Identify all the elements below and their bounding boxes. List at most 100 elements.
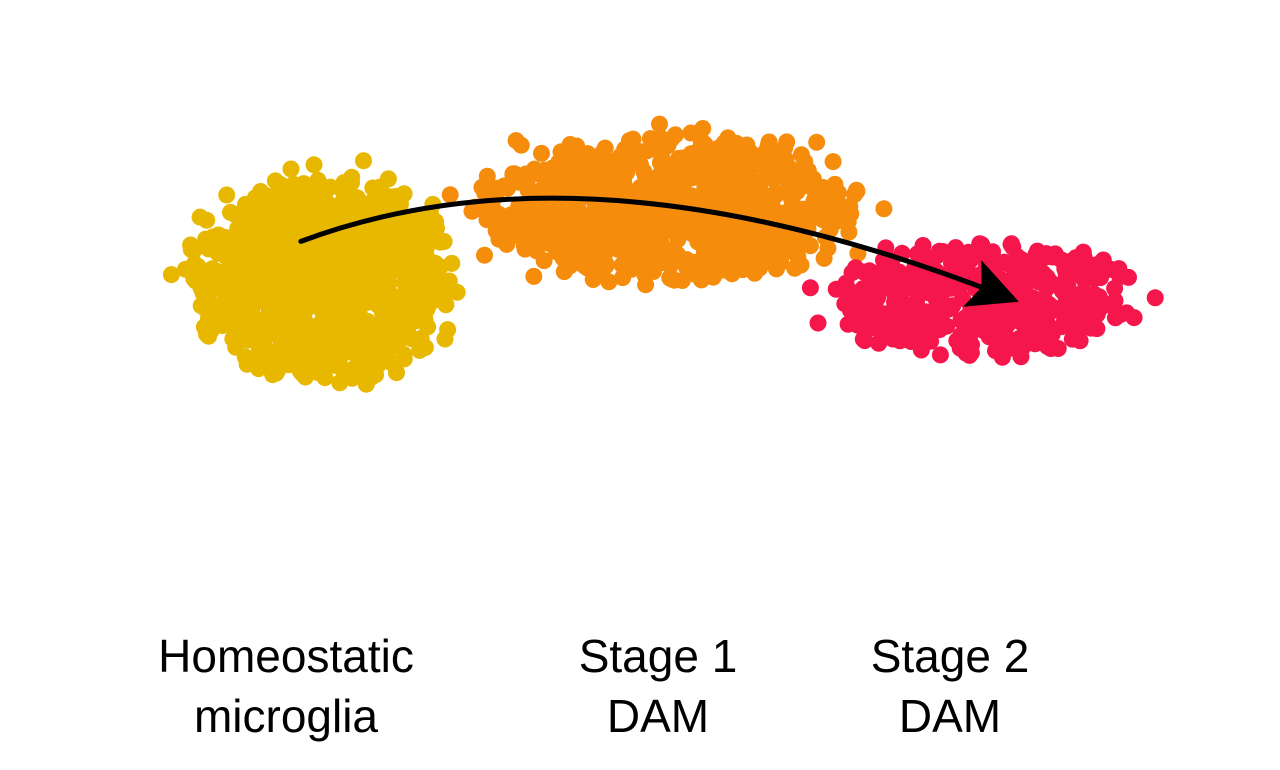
data-point — [251, 337, 269, 355]
data-point — [230, 242, 248, 260]
data-point — [875, 200, 893, 218]
data-point — [616, 146, 634, 164]
data-point — [343, 327, 361, 345]
data-point — [763, 187, 781, 205]
data-point — [284, 284, 302, 301]
data-point — [620, 132, 638, 150]
data-point — [305, 266, 323, 284]
data-point — [416, 311, 434, 328]
data-point — [749, 201, 767, 219]
data-point — [349, 239, 367, 257]
data-point — [218, 186, 236, 204]
data-point — [1094, 251, 1112, 269]
data-point — [908, 292, 925, 310]
data-point — [805, 193, 823, 211]
data-point — [1120, 268, 1137, 286]
data-point — [376, 198, 394, 216]
data-point — [298, 180, 316, 198]
data-point — [1090, 299, 1108, 317]
data-point — [584, 271, 602, 288]
data-point — [733, 175, 751, 193]
data-point — [256, 186, 274, 204]
data-point — [437, 296, 455, 314]
data-point — [705, 175, 723, 192]
data-point — [224, 330, 242, 348]
data-point — [411, 341, 429, 359]
data-point — [592, 198, 610, 216]
data-point — [752, 249, 770, 267]
data-point — [253, 261, 271, 279]
data-point — [713, 238, 731, 256]
data-point — [212, 280, 230, 298]
data-point — [934, 314, 952, 332]
data-point — [379, 170, 397, 188]
data-point — [636, 256, 654, 274]
label-homeostatic-line-2: microglia — [193, 690, 379, 742]
data-point — [435, 233, 453, 250]
data-point — [738, 251, 756, 269]
data-point — [847, 259, 865, 277]
data-point — [506, 165, 524, 183]
label-stage1-line-2: DAM — [606, 690, 710, 742]
data-point — [1030, 333, 1048, 351]
data-point — [566, 222, 584, 240]
data-point — [235, 280, 253, 298]
data-point — [423, 232, 441, 250]
data-point — [403, 272, 421, 290]
data-point — [801, 237, 819, 255]
data-point — [327, 233, 345, 251]
data-point — [808, 133, 826, 151]
data-point — [521, 210, 539, 228]
label-stage-2-dam: Stage 2 DAM — [800, 626, 1100, 746]
data-point — [608, 233, 626, 251]
data-point — [837, 283, 855, 301]
data-point — [848, 182, 866, 200]
data-point — [827, 188, 845, 206]
data-point — [258, 215, 276, 233]
data-point — [922, 306, 940, 324]
data-point — [270, 303, 288, 321]
data-point — [272, 208, 290, 226]
data-point — [677, 258, 695, 276]
data-point — [679, 155, 697, 173]
data-point — [327, 200, 344, 218]
data-point — [463, 202, 481, 220]
data-point — [383, 354, 401, 372]
data-point — [815, 249, 833, 267]
data-point — [204, 296, 222, 314]
data-point — [601, 171, 619, 189]
data-point — [840, 223, 858, 241]
data-point — [1046, 245, 1064, 263]
data-point — [704, 192, 722, 210]
data-point — [1035, 290, 1053, 308]
data-point — [804, 170, 822, 188]
data-point — [1049, 340, 1067, 357]
data-point — [443, 254, 461, 272]
data-point — [608, 199, 626, 217]
data-point — [324, 265, 342, 283]
data-point — [595, 247, 613, 265]
data-point — [594, 143, 612, 161]
data-point — [406, 239, 424, 257]
data-point — [305, 156, 323, 174]
data-point — [730, 159, 748, 177]
data-point — [234, 260, 251, 278]
data-point — [567, 208, 585, 226]
data-point — [441, 186, 459, 204]
data-point — [655, 166, 673, 184]
data-point — [436, 330, 454, 348]
data-point — [1021, 259, 1039, 277]
data-point — [914, 237, 932, 254]
data-point — [670, 172, 688, 190]
data-point — [334, 360, 352, 378]
data-point — [699, 267, 717, 285]
data-point — [786, 259, 804, 277]
data-point — [615, 171, 632, 189]
data-point — [440, 272, 458, 290]
data-point — [540, 235, 558, 252]
data-point — [1002, 235, 1020, 253]
data-point — [824, 153, 842, 171]
data-point — [692, 134, 710, 152]
data-point — [318, 317, 335, 335]
data-point — [511, 222, 528, 240]
